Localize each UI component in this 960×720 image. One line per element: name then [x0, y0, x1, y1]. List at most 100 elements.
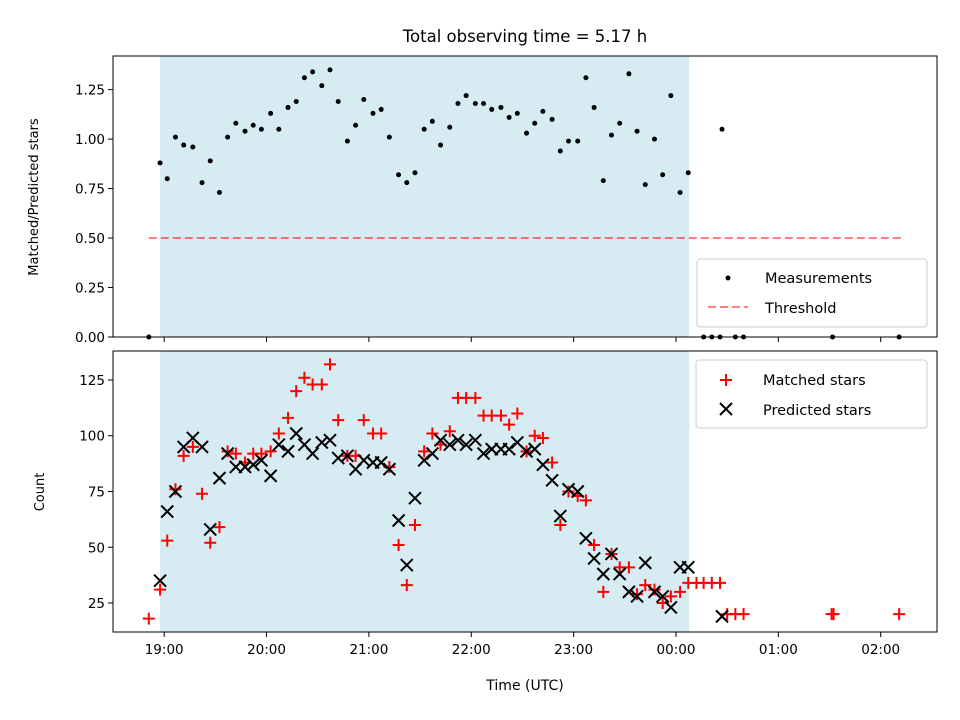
predicted-star-point — [289, 426, 303, 441]
predicted-star-point — [476, 446, 491, 461]
predicted-star-point — [553, 509, 568, 523]
matched-star-point — [186, 440, 199, 453]
matched-star-point — [536, 431, 549, 444]
predicted-star-point — [571, 484, 585, 499]
measurement-point — [583, 75, 589, 81]
measurement-point — [327, 67, 333, 73]
count-panel: 25 50 75 100 125 19:00 20:00 21:00 22:00 23:00 00… — [33, 350, 938, 694]
measurements-legend-marker — [725, 275, 731, 281]
matched-star-point — [554, 518, 567, 531]
measurement-point — [164, 176, 170, 182]
matched-star-point — [221, 445, 234, 458]
matched-star-point — [229, 447, 242, 460]
measurement-point — [344, 138, 350, 144]
y-tick-label: 0.75 — [75, 182, 105, 198]
measurement-point — [532, 120, 538, 126]
measurement-point — [386, 134, 392, 140]
ratio-panel: 0.00 0.25 0.50 0.75 1.00 1.25 Matched/Predict… — [27, 55, 938, 346]
predicted-star-point — [281, 444, 295, 459]
measurement-point — [575, 138, 581, 144]
matched-star-point — [588, 539, 601, 552]
measurement-point — [719, 126, 725, 132]
matched-star-point — [264, 445, 277, 458]
predicted-star-point — [612, 567, 627, 581]
measurement-point — [668, 93, 674, 99]
predicted-star-point — [220, 446, 235, 461]
matched-star-point — [375, 427, 388, 440]
count-legend: Matched stars Predicted stars — [695, 359, 928, 429]
ratio-legend-box — [696, 258, 928, 328]
measurement-point — [463, 93, 469, 99]
measurement-point — [549, 116, 555, 122]
measurement-point — [600, 178, 606, 184]
measurement-point — [642, 182, 648, 188]
matched-star-point — [213, 521, 226, 534]
matched-star-point — [324, 358, 337, 371]
matched-star-point — [204, 536, 217, 549]
predicted-star-point — [468, 433, 483, 447]
matched-star-point — [631, 588, 644, 601]
predicted-star-point — [272, 437, 286, 452]
matched-star-point — [503, 418, 516, 431]
x-tick-label: 20:00 — [247, 642, 286, 658]
measurement-point — [276, 126, 282, 132]
predicted-star-point — [459, 437, 473, 452]
predicted-star-point — [254, 453, 269, 467]
measurement-point — [301, 75, 307, 81]
ratio-panel-frame — [112, 55, 938, 338]
matched-star-point — [469, 391, 482, 404]
y-tick-label: 50 — [88, 540, 105, 556]
measurement-point — [268, 110, 274, 116]
predicted-star-point — [579, 531, 593, 546]
y-tick-label: 0.00 — [75, 330, 105, 346]
y-tick-label: 100 — [79, 429, 105, 445]
measurement-point — [216, 190, 222, 196]
predicted-star-point — [315, 435, 329, 450]
predicted-star-point — [502, 442, 516, 456]
measurement-point — [438, 142, 444, 148]
measurement-point — [429, 118, 435, 124]
measurement-point — [685, 170, 691, 176]
matched-star-point — [827, 608, 840, 621]
ratio-x-ticks — [163, 337, 882, 342]
measurement-point — [626, 71, 632, 77]
measurement-point — [412, 170, 418, 176]
measurement-point — [207, 158, 213, 164]
predicted-star-point — [433, 433, 448, 447]
measurement-point — [455, 100, 461, 106]
predicted-star-point — [681, 560, 695, 575]
matched-star-point — [546, 456, 559, 469]
measurement-point — [404, 180, 410, 186]
measurement-point — [370, 110, 376, 116]
measurement-point — [250, 122, 256, 128]
measurement-point — [489, 106, 495, 112]
measurement-point — [190, 144, 196, 150]
measurement-point — [506, 114, 512, 120]
y-tick-label: 0.25 — [75, 281, 105, 297]
matched-star-point — [713, 576, 726, 589]
measurement-point — [258, 126, 264, 132]
x-tick-label: 02:00 — [861, 642, 900, 658]
measurement-point — [319, 83, 325, 89]
count-y-axis-label: Count — [33, 473, 48, 512]
predicted-star-point — [630, 589, 644, 604]
predicted-legend-marker — [719, 402, 733, 416]
predicted-star-point — [168, 484, 183, 499]
matched-star-point — [494, 409, 507, 422]
measurement-point — [617, 120, 623, 126]
predicted-star-point — [382, 462, 397, 476]
x-tick-label: 23:00 — [554, 642, 593, 658]
x-tick-label: 21:00 — [349, 642, 388, 658]
predicted-star-point — [246, 458, 260, 472]
predicted-star-point — [203, 522, 217, 537]
y-tick-label: 0.50 — [75, 231, 105, 247]
y-tick-label: 125 — [79, 373, 105, 389]
predicted-star-point — [451, 433, 465, 447]
count-observing-window — [160, 351, 690, 632]
measurement-point — [335, 99, 341, 105]
predicted-star-point — [545, 473, 559, 488]
measurement-point — [524, 130, 530, 136]
x-tick-label: 00:00 — [657, 642, 696, 658]
measurement-point — [634, 128, 640, 134]
